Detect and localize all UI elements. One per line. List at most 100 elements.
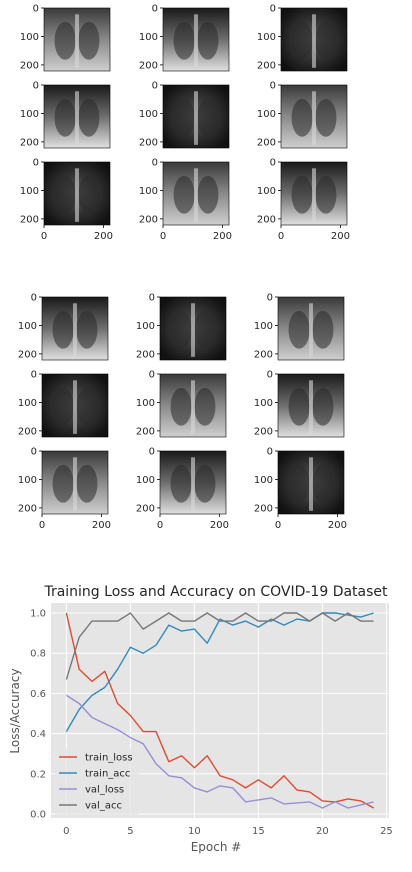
right-lung-shape (315, 175, 337, 214)
spine-shape (73, 457, 77, 511)
y-tick-label: 0 (33, 4, 39, 15)
thumbnail-frame (280, 84, 348, 149)
y-tick-label: 100 (254, 321, 273, 332)
xray-thumbnail: 0 100 200 (20, 4, 111, 71)
right-lung-shape (194, 464, 216, 503)
series-line-val-acc (65, 612, 374, 680)
y-tick-label: 0.6 (30, 689, 46, 700)
spine-shape (75, 14, 79, 68)
spine-shape (191, 380, 195, 434)
left-lung-shape (54, 98, 76, 137)
thumbnail-frame (280, 7, 348, 72)
y-tick-label: 0.8 (30, 649, 46, 660)
y-tick-label: 0 (31, 447, 37, 458)
thumbnail-frame (159, 450, 227, 515)
left-lung-shape (170, 464, 192, 503)
y-tick-label: 0 (267, 370, 273, 381)
left-lung-shape (288, 464, 310, 503)
y-tick-label: 1.0 (30, 609, 46, 620)
xray-thumbnail: 0 100 200 (257, 81, 348, 149)
y-tick-label: 100 (257, 109, 276, 120)
y-tick-label: 200 (136, 503, 155, 514)
y-tick-label: 200 (139, 137, 158, 148)
thumbnail-frame (41, 373, 109, 438)
right-lung-shape (312, 310, 334, 349)
spine-shape (309, 380, 313, 434)
y-tick-label: 0 (267, 447, 273, 458)
y-tick-label: 100 (139, 109, 158, 120)
y-tick-label: 100 (136, 398, 155, 409)
right-lung-shape (197, 175, 219, 214)
y-tick-label: 100 (136, 321, 155, 332)
x-tick-label: 0 (157, 520, 163, 531)
left-lung-shape (291, 21, 313, 60)
y-tick-label: 0 (149, 447, 155, 458)
legend: train_loss train_acc val_loss val_acc (55, 748, 139, 818)
spine-shape (309, 303, 313, 357)
series-lines (65, 612, 374, 809)
y-tick-label: 0.2 (30, 769, 46, 780)
xray-thumbnail: 0 100 200 (20, 81, 111, 149)
y-tick-label: 100 (139, 186, 158, 197)
y-tick-label: 100 (257, 186, 276, 197)
x-tick-label: 200 (331, 231, 350, 242)
thumbnail-frame (43, 161, 111, 226)
y-tick-label: 200 (257, 60, 276, 71)
x-tick-label: 200 (213, 231, 232, 242)
y-tick-label: 200 (20, 137, 39, 148)
x-tick-label: 10 (188, 826, 201, 837)
thumbnail-frame (159, 296, 227, 361)
xray-thumbnail: 0 100 200 (139, 4, 230, 71)
y-tick-label: 0.4 (30, 729, 46, 740)
y-tick-label: 200 (257, 137, 276, 148)
x-tick-label: 25 (380, 826, 393, 837)
x-tick-label: 15 (252, 826, 265, 837)
spine-shape (191, 303, 195, 357)
x-tick-label: 0 (278, 231, 284, 242)
y-tick-label: 100 (20, 186, 39, 197)
y-tick-label: 200 (20, 214, 39, 225)
right-lung-shape (76, 387, 98, 426)
x-tick-label: 0 (41, 231, 47, 242)
x-tick-label: 200 (92, 520, 111, 531)
series-line-val-loss (66, 694, 374, 809)
right-lung-shape (76, 310, 98, 349)
y-tick-label: 0 (267, 293, 273, 304)
training-chart: Training Loss and Accuracy on COVID-19 D… (8, 584, 393, 854)
y-tick-label: 200 (18, 426, 37, 437)
spine-shape (194, 168, 198, 222)
spine-shape (312, 168, 316, 222)
y-tick-label: 0 (31, 370, 37, 381)
right-lung-shape (78, 175, 100, 214)
x-tick-label: 0 (63, 826, 69, 837)
spine-shape (75, 91, 79, 145)
left-lung-shape (288, 387, 310, 426)
xray-thumbnail: 0 100 200 (254, 293, 345, 360)
y-tick-label: 200 (139, 214, 158, 225)
spine-shape (309, 457, 313, 511)
y-tick-label: 200 (139, 60, 158, 71)
legend-label: train_acc (85, 769, 130, 780)
spine-shape (312, 91, 316, 145)
y-tick-label: 0 (270, 81, 276, 92)
left-lung-shape (170, 387, 192, 426)
y-tick-label: 200 (136, 426, 155, 437)
y-tick-label: 200 (18, 349, 37, 360)
thumbnail-frame (277, 450, 345, 515)
right-lung-shape (194, 387, 216, 426)
legend-label: val_acc (85, 801, 122, 812)
xray-thumbnail: 0 100 200 (257, 4, 348, 72)
right-lung-shape (315, 98, 337, 137)
x-tick-label: 200 (94, 231, 113, 242)
left-lung-shape (170, 310, 192, 349)
series-line-train-loss (65, 612, 374, 809)
right-lung-shape (312, 387, 334, 426)
left-lung-shape (173, 175, 195, 214)
y-tick-label: 100 (18, 475, 37, 486)
thumbnail-frame (43, 84, 111, 149)
spine-shape (75, 168, 79, 222)
